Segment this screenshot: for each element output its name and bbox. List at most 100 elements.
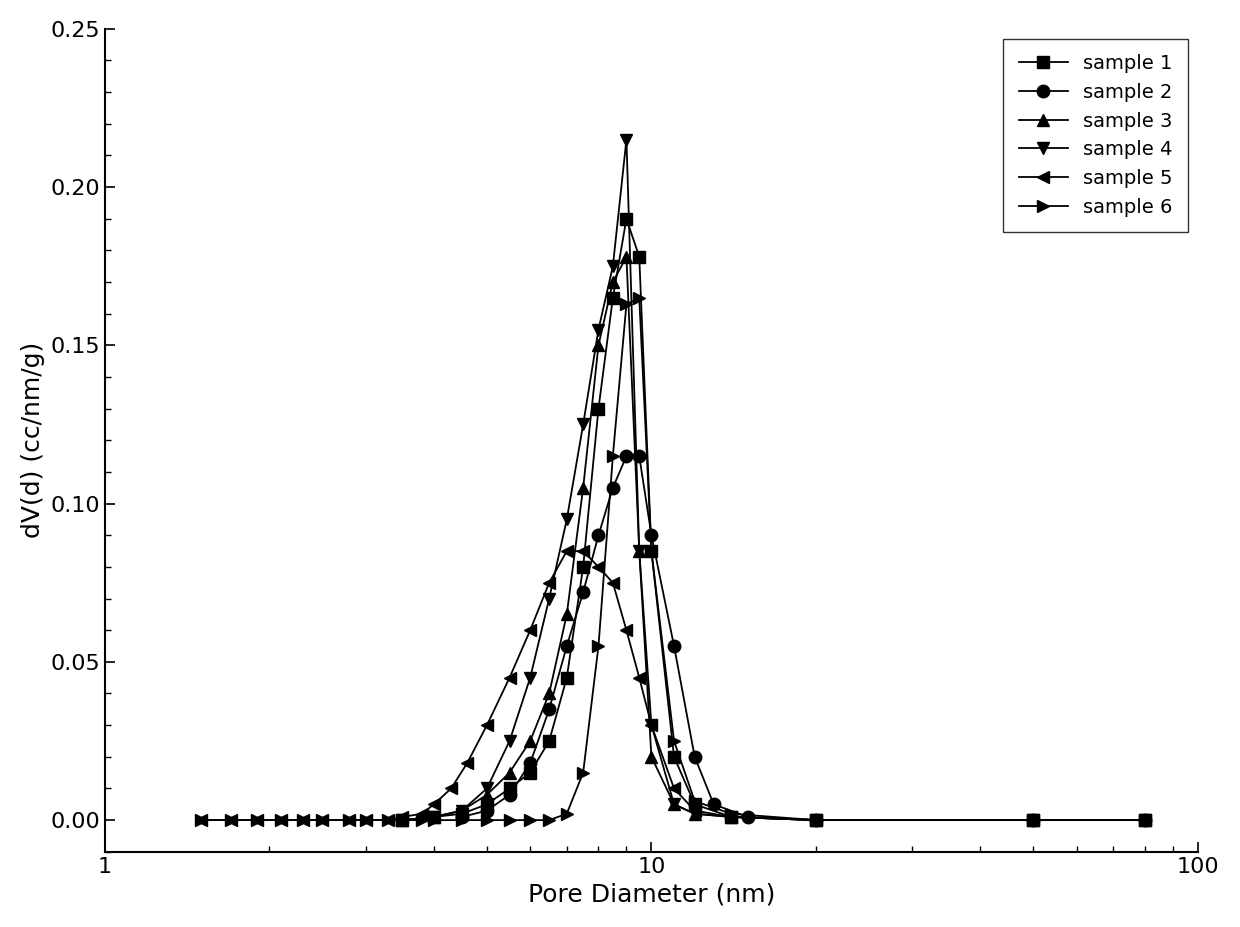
sample 5 [295, 815, 310, 826]
sample 4 [1025, 815, 1040, 826]
sample 2 [740, 811, 755, 822]
sample 6 [632, 292, 647, 303]
sample 4 [644, 719, 658, 730]
sample 3 [523, 735, 538, 746]
sample 5 [444, 783, 459, 794]
sample 2 [644, 529, 658, 540]
sample 1 [1137, 815, 1152, 826]
sample 6 [250, 815, 265, 826]
sample 5 [1025, 815, 1040, 826]
X-axis label: Pore Diameter (nm): Pore Diameter (nm) [528, 883, 775, 907]
sample 2 [559, 641, 574, 652]
sample 3 [575, 482, 590, 493]
sample 3 [1025, 815, 1040, 826]
sample 5 [193, 815, 208, 826]
Line: sample 1: sample 1 [396, 212, 1151, 826]
sample 2 [455, 811, 470, 822]
sample 4 [427, 811, 441, 822]
sample 4 [523, 672, 538, 683]
sample 5 [591, 562, 606, 573]
sample 5 [1137, 815, 1152, 826]
sample 2 [619, 451, 634, 462]
sample 6 [455, 815, 470, 826]
sample 3 [427, 811, 441, 822]
sample 1 [632, 251, 647, 262]
sample 5 [223, 815, 238, 826]
sample 4 [559, 514, 574, 525]
sample 6 [724, 808, 739, 819]
sample 4 [632, 545, 647, 556]
sample 1 [1025, 815, 1040, 826]
Line: sample 5: sample 5 [195, 545, 1151, 826]
sample 4 [724, 811, 739, 822]
sample 4 [619, 134, 634, 146]
sample 5 [632, 672, 647, 683]
sample 1 [455, 808, 470, 819]
sample 4 [542, 593, 557, 604]
Line: sample 2: sample 2 [455, 450, 1151, 826]
sample 1 [644, 545, 658, 556]
sample 6 [523, 815, 538, 826]
sample 5 [480, 719, 495, 730]
sample 5 [808, 815, 823, 826]
sample 4 [455, 805, 470, 816]
sample 2 [575, 587, 590, 598]
sample 6 [414, 815, 429, 826]
sample 2 [605, 482, 620, 493]
sample 6 [223, 815, 238, 826]
sample 3 [619, 251, 634, 262]
sample 1 [619, 213, 634, 224]
sample 1 [480, 799, 495, 810]
sample 4 [808, 815, 823, 826]
sample 3 [724, 811, 739, 822]
sample 6 [605, 451, 620, 462]
sample 1 [427, 811, 441, 822]
Y-axis label: dV(d) (cc/nm/g): dV(d) (cc/nm/g) [21, 342, 45, 539]
sample 6 [542, 815, 557, 826]
sample 1 [394, 815, 409, 826]
sample 1 [559, 672, 574, 683]
sample 6 [342, 815, 357, 826]
sample 3 [559, 609, 574, 620]
sample 5 [358, 815, 373, 826]
sample 3 [455, 805, 470, 816]
sample 2 [687, 751, 702, 762]
sample 2 [523, 757, 538, 768]
sample 3 [591, 340, 606, 351]
sample 6 [274, 815, 289, 826]
sample 6 [193, 815, 208, 826]
sample 6 [394, 815, 409, 826]
sample 2 [667, 641, 682, 652]
sample 6 [575, 767, 590, 778]
sample 6 [1137, 815, 1152, 826]
sample 2 [502, 789, 517, 800]
sample 4 [480, 783, 495, 794]
sample 5 [250, 815, 265, 826]
sample 5 [315, 815, 330, 826]
sample 5 [575, 545, 590, 556]
sample 6 [644, 545, 658, 556]
Line: sample 6: sample 6 [195, 292, 1151, 826]
sample 1 [591, 403, 606, 414]
sample 5 [502, 672, 517, 683]
sample 5 [687, 805, 702, 816]
sample 1 [724, 811, 739, 822]
sample 4 [667, 799, 682, 810]
sample 3 [542, 688, 557, 699]
sample 5 [542, 578, 557, 589]
sample 6 [808, 815, 823, 826]
sample 2 [808, 815, 823, 826]
sample 3 [808, 815, 823, 826]
sample 1 [542, 735, 557, 746]
sample 1 [605, 292, 620, 303]
sample 3 [394, 815, 409, 826]
sample 2 [632, 451, 647, 462]
sample 5 [619, 625, 634, 636]
sample 1 [687, 799, 702, 810]
sample 5 [414, 808, 429, 819]
sample 5 [342, 815, 357, 826]
sample 4 [575, 419, 590, 430]
sample 3 [605, 276, 620, 287]
sample 6 [480, 815, 495, 826]
sample 5 [394, 811, 409, 822]
